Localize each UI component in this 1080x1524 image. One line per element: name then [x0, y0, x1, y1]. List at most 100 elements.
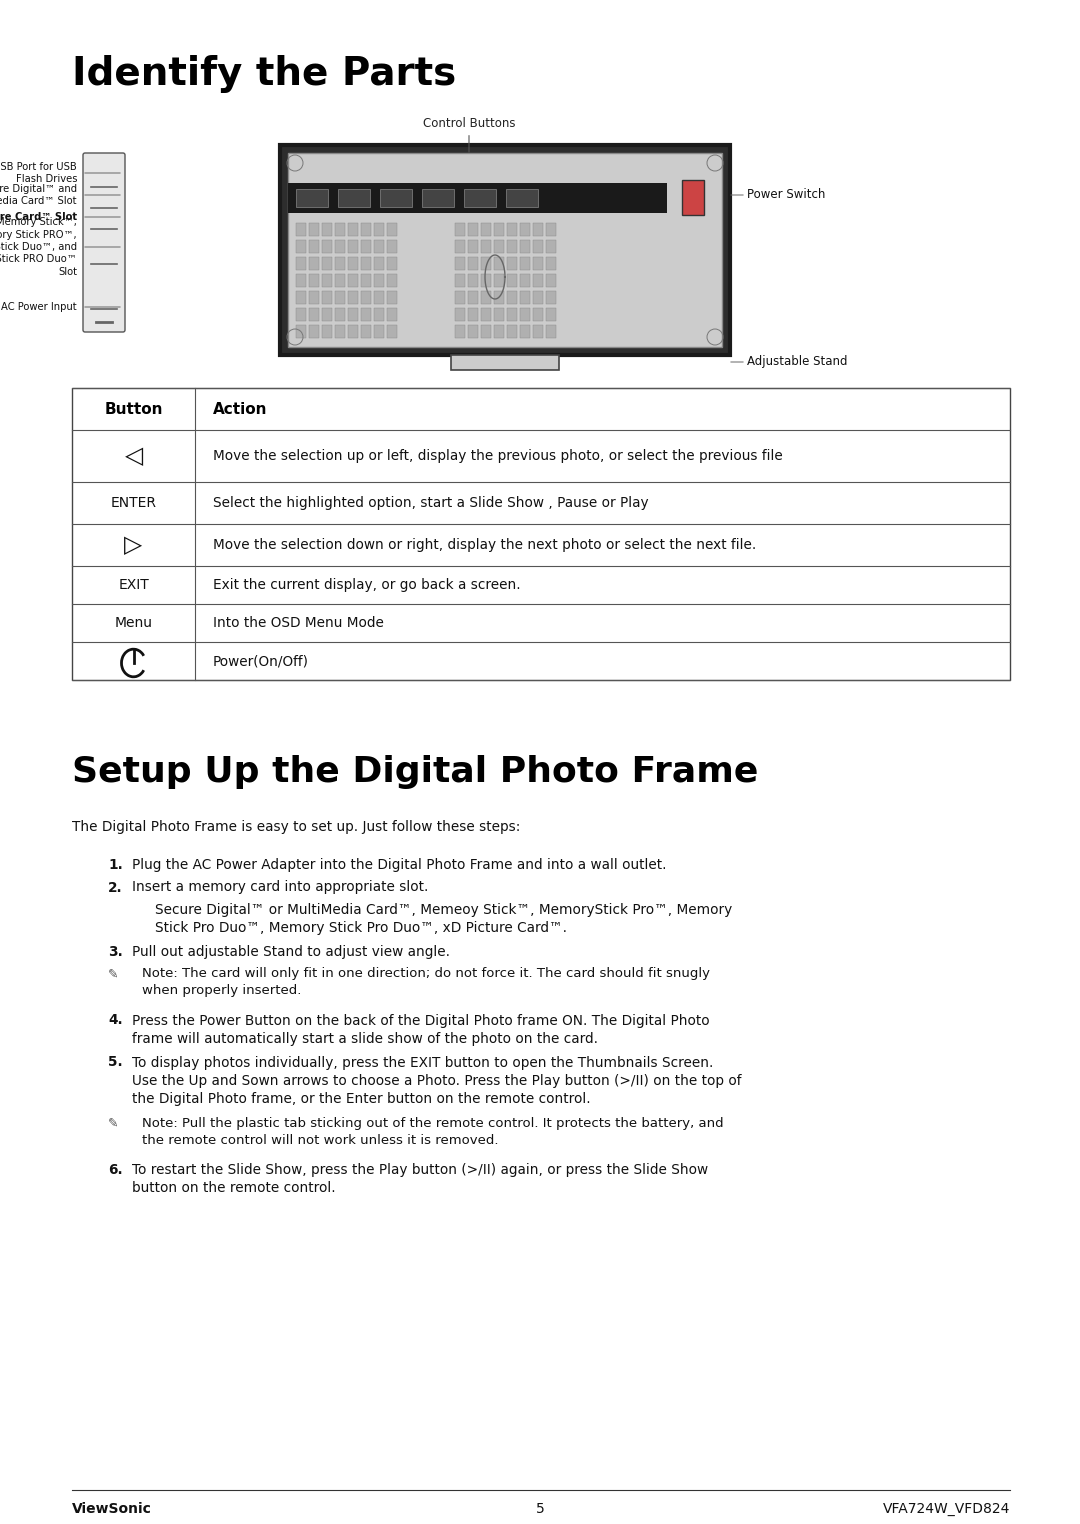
Bar: [481, 291, 491, 303]
Bar: [387, 308, 397, 322]
Text: Move the selection up or left, display the previous photo, or select the previou: Move the selection up or left, display t…: [213, 450, 783, 463]
Bar: [519, 325, 530, 338]
Bar: [546, 274, 556, 287]
Bar: [455, 274, 465, 287]
Bar: [468, 291, 478, 303]
Bar: [494, 308, 504, 322]
Bar: [322, 325, 332, 338]
Bar: [519, 308, 530, 322]
Bar: [534, 274, 543, 287]
Text: USB Port for USB
Flash Drives: USB Port for USB Flash Drives: [0, 162, 77, 184]
Bar: [507, 258, 517, 270]
Bar: [546, 291, 556, 303]
Bar: [322, 258, 332, 270]
Text: The Digital Photo Frame is easy to set up. Just follow these steps:: The Digital Photo Frame is easy to set u…: [72, 820, 521, 834]
Bar: [507, 189, 538, 207]
Bar: [348, 291, 357, 303]
Bar: [455, 258, 465, 270]
Text: Setup Up the Digital Photo Frame: Setup Up the Digital Photo Frame: [72, 754, 758, 789]
Bar: [296, 189, 328, 207]
Bar: [309, 325, 319, 338]
Bar: [335, 239, 345, 253]
Bar: [507, 291, 517, 303]
Bar: [387, 325, 397, 338]
Bar: [681, 180, 704, 215]
Bar: [546, 239, 556, 253]
Bar: [335, 258, 345, 270]
Bar: [348, 325, 357, 338]
Text: 2.: 2.: [108, 881, 123, 895]
Bar: [296, 308, 306, 322]
Text: Into the OSD Menu Mode: Into the OSD Menu Mode: [213, 616, 383, 629]
Bar: [519, 291, 530, 303]
Bar: [534, 308, 543, 322]
Bar: [296, 291, 306, 303]
Bar: [322, 291, 332, 303]
Bar: [451, 355, 559, 370]
Bar: [422, 189, 454, 207]
Bar: [374, 291, 384, 303]
Text: ENTER: ENTER: [110, 495, 157, 511]
Bar: [374, 223, 384, 236]
Bar: [494, 258, 504, 270]
Text: xD Picture Card™ Slot: xD Picture Card™ Slot: [0, 212, 77, 223]
Text: Control Buttons: Control Buttons: [422, 117, 515, 152]
Bar: [380, 189, 411, 207]
Text: 5: 5: [536, 1503, 544, 1516]
Text: 6.: 6.: [108, 1163, 123, 1177]
Bar: [309, 291, 319, 303]
Bar: [280, 145, 730, 355]
Bar: [348, 239, 357, 253]
Bar: [468, 258, 478, 270]
Bar: [72, 389, 1010, 680]
Bar: [361, 274, 372, 287]
Bar: [309, 258, 319, 270]
Text: Move the selection down or right, display the next photo or select the next file: Move the selection down or right, displa…: [213, 538, 756, 552]
Bar: [455, 308, 465, 322]
Bar: [338, 189, 370, 207]
Text: AC Power Input: AC Power Input: [1, 302, 77, 312]
Bar: [361, 223, 372, 236]
Bar: [288, 152, 723, 347]
Bar: [534, 291, 543, 303]
Text: Power Switch: Power Switch: [747, 189, 825, 201]
Text: 5.: 5.: [108, 1056, 123, 1070]
Bar: [361, 325, 372, 338]
Bar: [546, 258, 556, 270]
Bar: [494, 223, 504, 236]
Text: ✎: ✎: [108, 968, 119, 980]
Bar: [455, 325, 465, 338]
Bar: [361, 291, 372, 303]
Bar: [468, 239, 478, 253]
Bar: [519, 274, 530, 287]
Bar: [468, 223, 478, 236]
Text: EXIT: EXIT: [118, 578, 149, 591]
Bar: [507, 325, 517, 338]
Text: Secure Digital™ or MultiMedia Card™, Memeoy Stick™, MemoryStick Pro™, Memory
Sti: Secure Digital™ or MultiMedia Card™, Mem…: [156, 904, 732, 936]
Bar: [507, 308, 517, 322]
Bar: [387, 223, 397, 236]
Bar: [387, 258, 397, 270]
Bar: [468, 308, 478, 322]
Text: ◁: ◁: [124, 443, 143, 468]
Bar: [534, 325, 543, 338]
Text: ✎: ✎: [108, 1117, 119, 1129]
Bar: [481, 274, 491, 287]
Bar: [519, 258, 530, 270]
Bar: [481, 258, 491, 270]
Text: 1.: 1.: [108, 858, 123, 872]
Bar: [455, 239, 465, 253]
Bar: [494, 239, 504, 253]
Text: Adjustable Stand: Adjustable Stand: [747, 355, 848, 369]
Bar: [464, 189, 496, 207]
Bar: [348, 223, 357, 236]
Bar: [309, 239, 319, 253]
Bar: [296, 325, 306, 338]
Bar: [387, 239, 397, 253]
Bar: [546, 223, 556, 236]
Bar: [519, 223, 530, 236]
Text: Button: Button: [105, 401, 163, 416]
Bar: [494, 291, 504, 303]
Bar: [481, 223, 491, 236]
Bar: [322, 239, 332, 253]
